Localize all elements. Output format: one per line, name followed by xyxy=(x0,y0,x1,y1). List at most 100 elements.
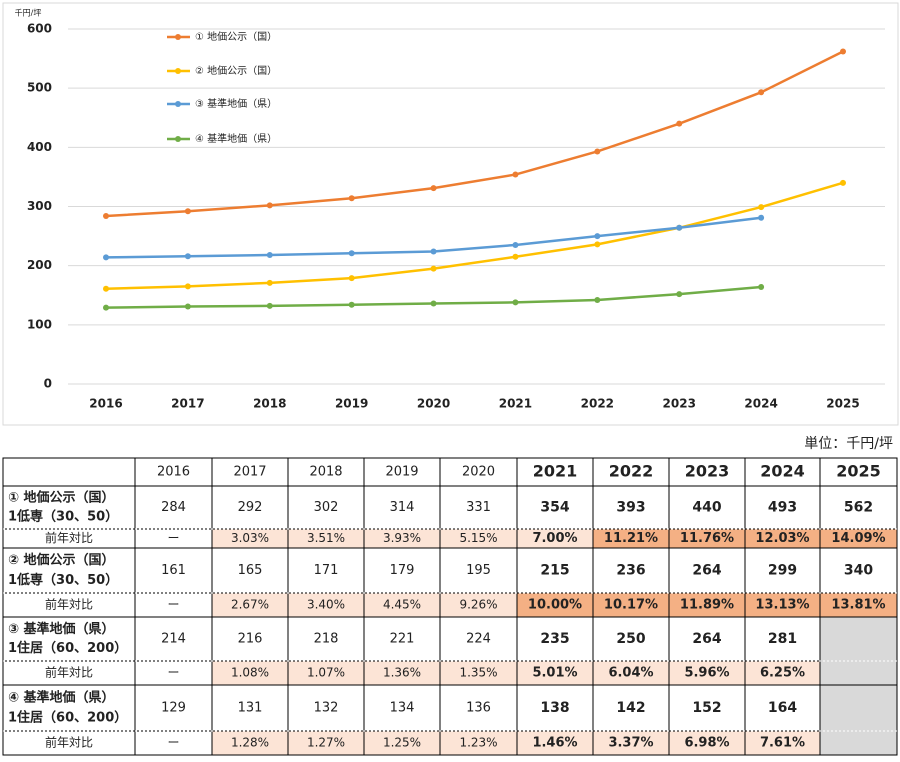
table-cell xyxy=(2,547,136,594)
change-value: 1.23% xyxy=(459,736,497,750)
x-tick-label: 2022 xyxy=(581,397,614,411)
change-value: 4.45% xyxy=(383,598,421,612)
table-cell xyxy=(439,457,518,487)
column-header: 2017 xyxy=(233,465,266,480)
value: 129 xyxy=(161,701,186,716)
legend-marker xyxy=(175,68,181,74)
table-cell xyxy=(363,592,441,618)
point xyxy=(676,224,683,231)
row-label: 1低専（30、50） xyxy=(8,572,118,588)
table-cell xyxy=(287,457,365,487)
table-cell xyxy=(2,730,136,756)
change-value: 5.15% xyxy=(459,531,497,545)
change-value: 1.27% xyxy=(307,736,345,750)
table-cell xyxy=(287,485,365,530)
row-label: ③ 基準地価（県） xyxy=(8,621,115,637)
change-value: 6.98% xyxy=(684,736,729,751)
value: 340 xyxy=(844,563,873,579)
change-value: 3.93% xyxy=(383,531,421,545)
change-value: 1.08% xyxy=(231,666,269,680)
point xyxy=(758,283,765,290)
point xyxy=(594,241,601,248)
table-cell xyxy=(2,485,136,530)
legend-label: ① 地価公示（国） xyxy=(195,30,277,43)
change-value: 7.00% xyxy=(532,531,577,546)
value: 393 xyxy=(616,500,645,516)
row-label: ④ 基準地価（県） xyxy=(8,689,115,705)
change-value: 5.01% xyxy=(532,666,577,681)
y-tick-label: 500 xyxy=(27,81,52,95)
table-cell xyxy=(439,616,518,662)
change-value: 2.67% xyxy=(231,598,269,612)
row-label: 1住居（60、200） xyxy=(8,710,127,726)
table-unit: 単位：千円/坪 xyxy=(804,436,893,452)
table-cell xyxy=(211,485,289,530)
point xyxy=(512,171,519,178)
value: 264 xyxy=(692,563,721,579)
table-cell xyxy=(211,616,289,662)
table-cell xyxy=(363,547,441,594)
change-value: ー xyxy=(167,531,179,545)
table-cell xyxy=(668,684,746,732)
column-header: 2020 xyxy=(462,465,495,480)
table-cell xyxy=(744,684,821,732)
table-cell xyxy=(819,616,898,686)
point xyxy=(430,265,437,272)
table-cell xyxy=(819,547,898,594)
change-label: 前年対比 xyxy=(45,665,93,680)
row-label: ① 地価公示（国） xyxy=(8,490,115,506)
column-header: 2022 xyxy=(609,462,654,481)
value: 354 xyxy=(540,500,569,516)
table-cell xyxy=(592,547,670,594)
value: 142 xyxy=(616,700,645,716)
y-tick-label: 200 xyxy=(27,258,52,272)
table-cell xyxy=(2,592,136,618)
table-cell xyxy=(744,660,821,686)
change-value: 1.25% xyxy=(383,736,421,750)
table-cell xyxy=(363,684,441,732)
table-cell xyxy=(287,684,365,732)
change-value: ー xyxy=(167,598,179,612)
x-tick-label: 2016 xyxy=(89,397,122,411)
point xyxy=(184,283,191,290)
value: 161 xyxy=(161,563,186,578)
table-cell xyxy=(439,660,518,686)
table-cell xyxy=(287,616,365,662)
change-value: 3.40% xyxy=(307,598,345,612)
point xyxy=(266,279,273,286)
value: 236 xyxy=(616,563,645,579)
table-cell xyxy=(211,660,289,686)
change-value: 3.51% xyxy=(307,531,345,545)
value: 171 xyxy=(314,563,339,578)
value: 562 xyxy=(844,500,873,516)
value: 215 xyxy=(540,563,569,579)
change-value: 13.81% xyxy=(831,598,885,613)
table-cell xyxy=(744,616,821,662)
change-value: ー xyxy=(167,666,179,680)
change-value: 1.46% xyxy=(532,736,577,751)
point xyxy=(676,291,683,298)
table-cell xyxy=(363,457,441,487)
table-cell xyxy=(668,485,746,530)
change-value: 11.76% xyxy=(680,531,734,546)
row-label: 1低専（30、50） xyxy=(8,508,118,524)
point xyxy=(840,48,846,55)
change-value: 6.25% xyxy=(760,666,805,681)
change-value: 11.89% xyxy=(680,598,734,613)
legend-marker xyxy=(175,34,181,40)
point xyxy=(266,252,273,259)
table-cell xyxy=(592,684,670,732)
column-header: 2024 xyxy=(760,462,805,481)
x-tick-label: 2019 xyxy=(335,397,368,411)
change-value: ー xyxy=(167,736,179,750)
change-value: 1.07% xyxy=(307,666,345,680)
table-cell xyxy=(744,592,821,618)
value: 165 xyxy=(238,563,263,578)
table-cell xyxy=(668,730,746,756)
row-label: 1住居（60、200） xyxy=(8,640,127,656)
value: 235 xyxy=(540,631,569,647)
table-cell xyxy=(211,547,289,594)
table-cell xyxy=(2,457,136,487)
table-cell xyxy=(439,547,518,594)
